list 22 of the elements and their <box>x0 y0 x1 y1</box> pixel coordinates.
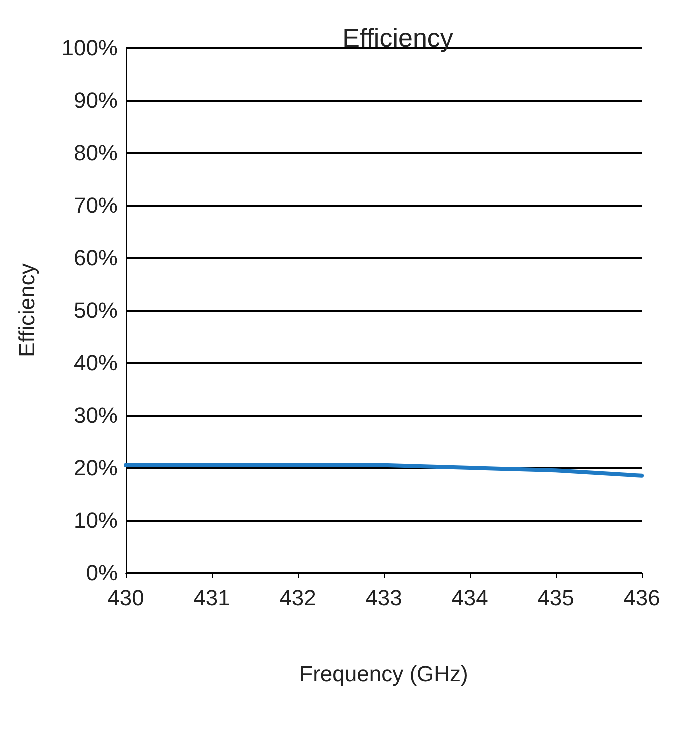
x-tick-label: 431 <box>194 586 230 610</box>
x-tick-label: 433 <box>366 586 402 610</box>
y-tick-label: 100% <box>62 36 118 60</box>
line-series <box>124 463 644 478</box>
y-tick-label: 20% <box>74 456 118 480</box>
x-tick-label: 430 <box>108 586 144 610</box>
y-tick-label: 60% <box>74 246 118 270</box>
y-tick-label: 50% <box>74 298 118 323</box>
y-tick-label: 10% <box>74 508 118 533</box>
y-tick-label: 30% <box>74 403 118 428</box>
y-tick-label: 70% <box>74 193 118 218</box>
x-tick-label: 432 <box>280 586 316 610</box>
x-tick-label: 434 <box>452 586 488 610</box>
x-tick-label: 435 <box>538 586 574 610</box>
y-tick-label: 40% <box>74 350 118 376</box>
y-tick-label: 80% <box>74 140 118 166</box>
x-tick-label: 436 <box>624 586 660 610</box>
y-tick-label: 0% <box>86 560 118 586</box>
y-axis-title: Efficiency <box>14 264 40 358</box>
chart-title: Efficiency <box>342 23 454 53</box>
x-axis-title: Frequency (GHz) <box>300 662 468 686</box>
y-tick-label: 90% <box>74 88 118 113</box>
